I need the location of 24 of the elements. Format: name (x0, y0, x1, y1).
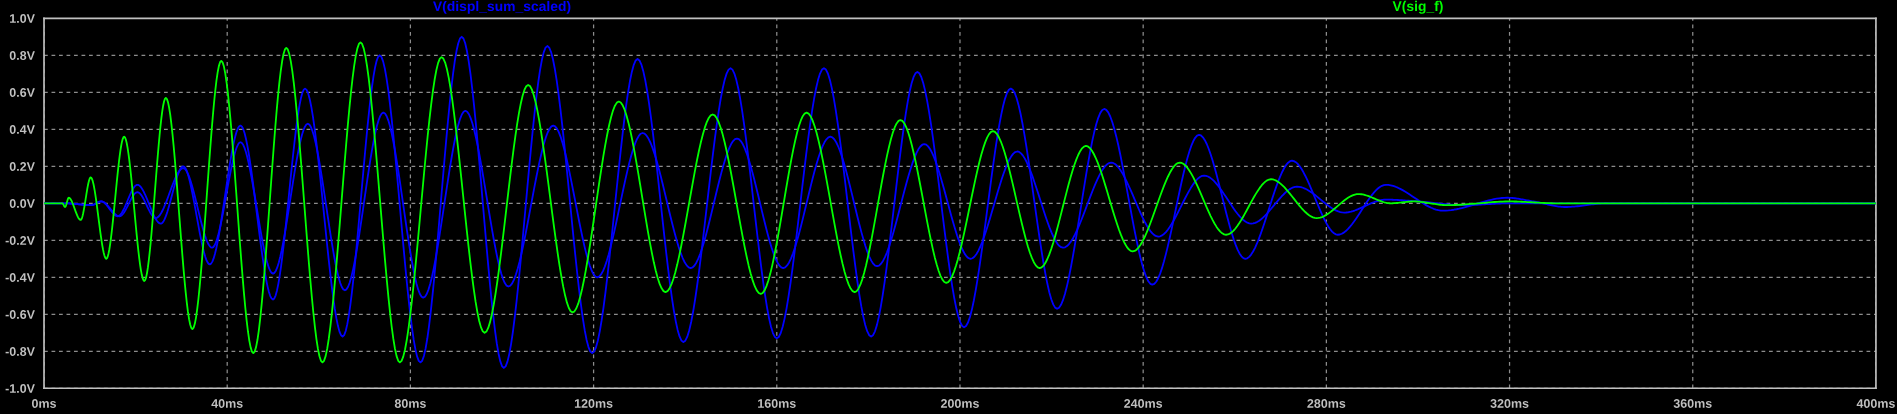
x-tick-label: 360ms (1673, 399, 1712, 408)
y-tick-label: -0.4V (5, 273, 35, 282)
text: V(sig_f) (1392, 0, 1443, 14)
text: V(displ_sum_scaled) (433, 0, 571, 14)
y-tick-label: 0.0V (9, 199, 35, 208)
x-tick-label: 280ms (1307, 399, 1346, 408)
x-tick-label: 120ms (574, 399, 613, 408)
y-tick-label: 0.6V (9, 88, 35, 97)
y-tick-label: -1.0V (5, 384, 35, 393)
y-tick-label: 1.0V (10, 14, 35, 23)
x-tick-label: 0ms (32, 399, 57, 408)
y-tick-label: -0.6V (5, 310, 35, 319)
y-tick-label: 0.2V (9, 162, 35, 171)
y-tick-label: 0.8V (9, 51, 35, 60)
x-tick-label: 80ms (394, 399, 426, 408)
y-tick-label: 0.4V (9, 125, 35, 134)
x-tick-label: 200ms (940, 399, 979, 408)
x-tick-label: 400ms (1856, 399, 1895, 408)
x-tick-label: 240ms (1124, 399, 1163, 408)
x-tick-label: 320ms (1490, 399, 1529, 408)
x-tick-label: 160ms (758, 399, 796, 408)
y-tick-label: -0.8V (5, 347, 35, 356)
x-tick-label: 40ms (211, 399, 243, 408)
y-tick-label: -0.2V (5, 236, 35, 245)
